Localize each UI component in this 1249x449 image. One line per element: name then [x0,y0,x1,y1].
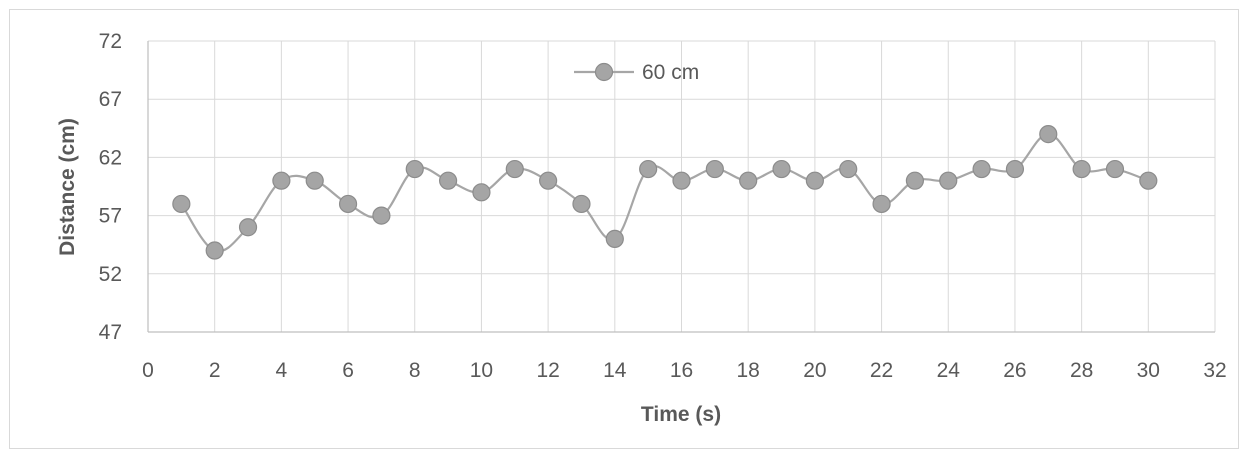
data-point [272,171,291,190]
data-point [472,183,491,202]
series-line [180,133,1149,253]
chart-frame [9,9,1239,449]
y-tick-label: 47 [99,321,122,344]
y-tick-label: 52 [99,263,122,286]
x-tick-label: 32 [1203,359,1226,382]
data-point [1072,159,1091,179]
x-tick-label: 8 [409,359,421,382]
x-axis-title: Time (s) [641,403,721,426]
data-point [1139,171,1158,190]
y-tick-label: 57 [99,205,122,228]
data-point [805,171,824,190]
data-point [672,171,691,190]
y-tick-label: 72 [99,30,122,53]
x-tick-label: 0 [142,359,154,382]
x-tick-label: 14 [603,359,627,382]
data-point [1105,159,1125,179]
y-tick-labels: 47 52 57 62 67 72 [99,30,122,344]
x-tick-label: 12 [536,359,559,382]
data-point [939,171,958,190]
data-point [405,159,424,179]
data-point [372,206,391,225]
x-tick-label: 30 [1137,359,1160,382]
data-point [772,159,791,179]
x-tick-label: 26 [1003,359,1026,382]
data-point [205,241,224,260]
axes [147,41,1215,333]
data-point [705,159,724,179]
x-tick-label: 2 [209,359,221,382]
x-tick-label: 22 [870,359,893,382]
data-point [639,159,658,179]
data-point [572,194,591,214]
x-tick-label: 6 [342,359,354,382]
data-point [872,194,891,214]
legend-marker [594,62,614,82]
data-point [305,171,324,190]
data-point [539,171,558,190]
y-tick-label: 67 [99,88,122,111]
data-point [1005,159,1025,179]
x-tick-label: 28 [1070,359,1093,382]
data-point [238,218,258,237]
data-point [438,171,458,190]
x-tick-label: 24 [937,359,961,382]
x-tick-label: 16 [670,359,693,382]
data-point [338,194,358,214]
line-chart: 0 2 4 6 8 10 12 14 16 18 20 22 24 26 28 30 32 4752576267… [56,30,1227,426]
x-tick-label: 10 [470,359,493,382]
legend-label: 60 cm [642,61,699,84]
data-point [605,229,624,248]
data-point [1039,125,1058,144]
x-tick-label: 20 [803,359,826,382]
data-point [505,159,524,179]
data-point [839,159,858,179]
data-point [172,194,191,214]
legend: 60 cm [574,61,699,84]
x-tick-label: 4 [276,359,288,382]
data-point [905,171,925,190]
x-tick-label: 18 [737,359,760,382]
data-point [739,171,758,190]
series-group [172,125,1158,260]
y-tick-label: 62 [99,146,122,169]
y-axis-title: Distance (cm) [56,118,79,256]
data-point [972,159,991,179]
x-tick-labels: 0 2 4 6 8 10 12 14 16 18 20 22 24 26 28 30 32 [142,359,1227,382]
